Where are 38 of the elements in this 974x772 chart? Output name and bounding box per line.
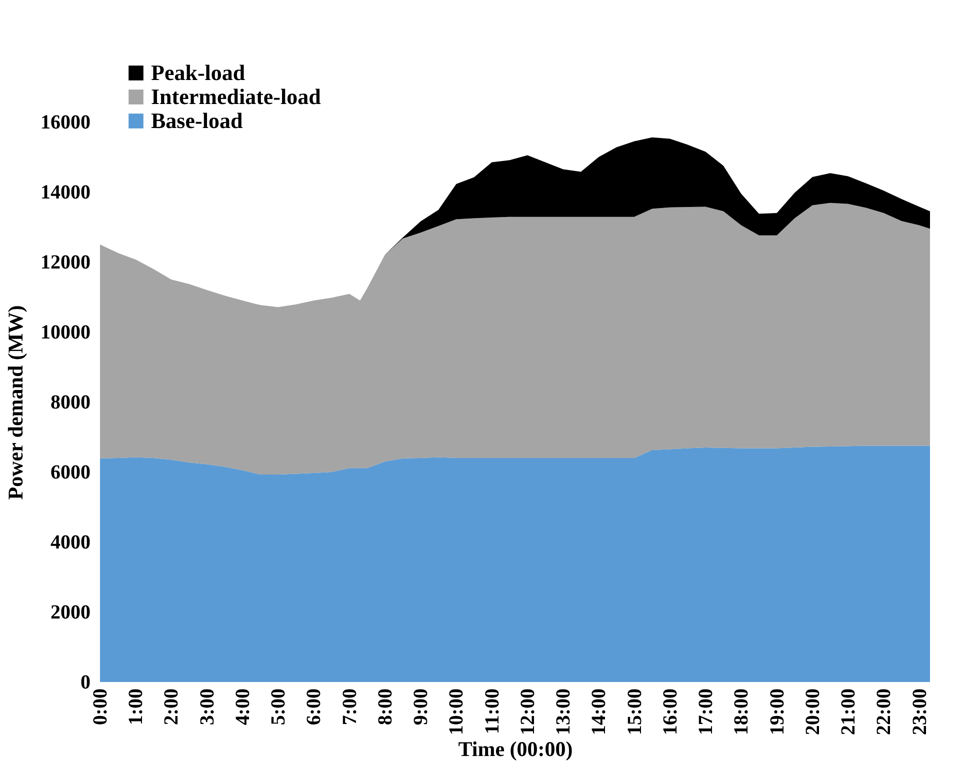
x-tick-label: 15:00 bbox=[624, 688, 646, 736]
y-tick-label: 8000 bbox=[50, 392, 90, 414]
x-tick-label: 19:00 bbox=[766, 688, 788, 736]
legend-label: Intermediate-load bbox=[151, 84, 321, 109]
legend-label: Peak-load bbox=[151, 60, 246, 85]
y-tick-label: 2000 bbox=[50, 602, 90, 624]
x-tick-label: 1:00 bbox=[125, 688, 148, 726]
x-tick-label: 8:00 bbox=[374, 688, 396, 726]
x-tick-label: 17:00 bbox=[695, 688, 718, 736]
x-tick-label: 2:00 bbox=[160, 688, 183, 726]
x-tick-label: 11:00 bbox=[481, 688, 504, 734]
x-tick-label: 22:00 bbox=[873, 688, 896, 736]
x-tick-label: 5:00 bbox=[268, 688, 290, 726]
x-tick-label: 13:00 bbox=[552, 688, 575, 736]
x-tick-label: 20:00 bbox=[802, 688, 824, 736]
legend-label: Base-load bbox=[151, 108, 243, 133]
x-tick-label: 10:00 bbox=[446, 688, 468, 736]
x-tick-label: 14:00 bbox=[588, 688, 610, 736]
x-tick-label: 9:00 bbox=[410, 688, 432, 726]
x-tick-label: 3:00 bbox=[196, 688, 218, 726]
x-tick-label: 16:00 bbox=[659, 688, 682, 736]
x-axis-title: Time (00:00) bbox=[458, 737, 573, 762]
x-tick-label: 23:00 bbox=[908, 688, 931, 736]
y-tick-label: 16000 bbox=[40, 112, 90, 134]
x-tick-label: 6:00 bbox=[303, 688, 326, 726]
y-tick-label: 6000 bbox=[50, 462, 90, 484]
y-tick-label: 0 bbox=[80, 672, 90, 694]
y-tick-label: 4000 bbox=[50, 532, 90, 554]
x-tick-label: 7:00 bbox=[338, 688, 361, 726]
x-tick-label: 12:00 bbox=[516, 688, 539, 736]
y-axis-title: Power demand (MW) bbox=[4, 305, 28, 500]
x-tick-label: 21:00 bbox=[838, 688, 860, 736]
y-tick-label: 10000 bbox=[40, 322, 90, 344]
y-tick-label: 12000 bbox=[40, 252, 90, 274]
x-tick-label: 4:00 bbox=[232, 688, 254, 726]
x-tick-label: 0:00 bbox=[90, 688, 112, 726]
y-tick-label: 14000 bbox=[40, 182, 90, 204]
x-tick-label: 18:00 bbox=[730, 688, 753, 736]
